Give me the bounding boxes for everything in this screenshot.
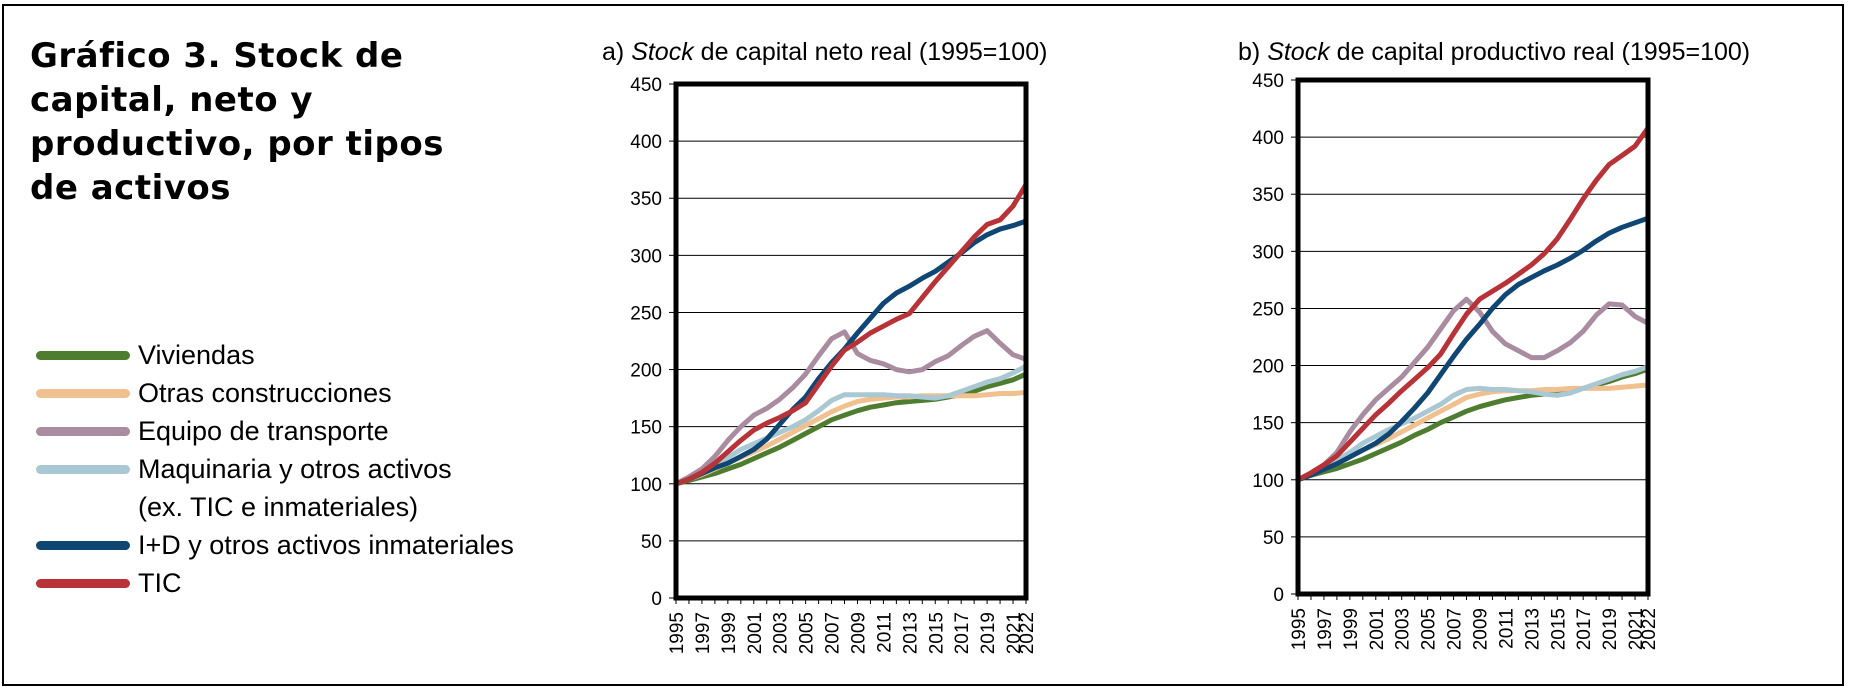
chart-prod-xtick-label: 2015 <box>1548 608 1569 650</box>
legend-item-otras-construcciones: Otras construcciones <box>36 374 606 412</box>
legend-swatch-otras-construcciones <box>36 389 130 398</box>
legend-item-equipo-transporte: Equipo de transporte <box>36 412 606 450</box>
chart-net-ytick-label: 150 <box>630 418 662 439</box>
legend-swatch-id-inmateriales <box>36 541 130 550</box>
chart-prod-xtick-label: 2003 <box>1393 608 1414 650</box>
chart-prod-ytick-label: 300 <box>1252 242 1284 263</box>
chart-net-xtick-label: 2013 <box>900 612 921 654</box>
chart-net-xtick-label: 2015 <box>926 612 947 654</box>
chart-net-ytick-label: 400 <box>630 132 662 153</box>
chart-net-xtick-label: 2007 <box>823 612 844 654</box>
chart-prod-ytick-label: 250 <box>1252 299 1284 320</box>
chart-net-ytick-label: 0 <box>651 589 662 610</box>
chart-prod-xtick-label: 1995 <box>1289 608 1310 650</box>
figure-frame <box>2 4 1844 686</box>
chart-prod-series-tic <box>1295 125 1651 483</box>
legend: Viviendas Otras construcciones Equipo de… <box>36 336 606 602</box>
chart-net-xtick-label: 2001 <box>745 612 766 654</box>
chart-net-xtick-label: 2009 <box>848 612 869 654</box>
chart-prod-title-italic: Stock <box>1267 38 1331 66</box>
chart-prod-ytick-label: 150 <box>1252 414 1284 435</box>
chart-net-xtick-label: 2022 <box>1017 612 1038 654</box>
legend-label-equipo-transporte: Equipo de transporte <box>138 416 389 446</box>
title-line-1: Gráfico 3. Stock de <box>30 36 404 76</box>
chart-prod-ytick-label: 400 <box>1252 128 1284 149</box>
legend-item-tic: TIC <box>36 564 606 602</box>
legend-label-id-inmateriales: I+D y otros activos inmateriales <box>138 530 514 560</box>
chart-prod-title-rest: de capital productivo real (1995=100) <box>1330 38 1750 66</box>
chart-net-ytick-label: 300 <box>630 246 662 267</box>
chart-net-ytick-label: 450 <box>630 75 662 96</box>
chart-prod-xtick-label: 2019 <box>1600 608 1621 650</box>
chart-prod-ytick-label: 450 <box>1252 71 1284 92</box>
chart-net-title: a) Stock de capital neto real (1995=100) <box>602 38 1047 66</box>
legend-item-maquinaria: Maquinaria y otros activos <box>36 450 606 488</box>
chart-net-title-prefix: a) <box>602 38 631 66</box>
chart-prod-series-maquinaria <box>1295 364 1651 483</box>
chart-net-capital: a) Stock de capital neto real (1995=100)… <box>602 38 1047 654</box>
chart-net-xtick-label: 2017 <box>952 612 973 654</box>
legend-label-viviendas: Viviendas <box>138 340 255 370</box>
legend-label-maquinaria: Maquinaria y otros activos <box>138 454 452 484</box>
chart-prod-xtick-label: 2022 <box>1639 608 1660 650</box>
figure-title: Gráfico 3. Stock de capital, neto y prod… <box>30 34 490 210</box>
chart-net-xtick-label: 2011 <box>874 612 895 653</box>
chart-prod-xtick-label: 2013 <box>1522 608 1543 650</box>
chart-prod-xtick-label: 2007 <box>1445 608 1466 650</box>
chart-net-series-tic <box>673 182 1029 487</box>
legend-swatch-maquinaria <box>36 465 130 474</box>
chart-net-title-rest: de capital neto real (1995=100) <box>694 38 1048 66</box>
chart-prod-ytick-label: 350 <box>1252 185 1284 206</box>
chart-prod-xtick-label: 2001 <box>1367 608 1388 650</box>
chart-productive-capital: b) Stock de capital productivo real (199… <box>1238 38 1750 650</box>
chart-prod-ytick-label: 200 <box>1252 357 1284 378</box>
chart-net-ytick-label: 200 <box>630 361 662 382</box>
legend-swatch-tic <box>36 579 130 588</box>
legend-item-id-inmateriales: I+D y otros activos inmateriales <box>36 526 606 564</box>
chart-net-xtick-label: 2021 <box>1004 612 1025 654</box>
chart-prod-plot-frame <box>1295 77 1651 597</box>
chart-prod-xtick-label: 1999 <box>1341 608 1362 650</box>
title-line-4: de activos <box>30 168 231 208</box>
legend-item-viviendas: Viviendas <box>36 336 606 374</box>
chart-net-series-viviendas <box>673 371 1029 487</box>
chart-net-xtick-label: 2003 <box>771 612 792 654</box>
chart-net-ytick-label: 50 <box>641 532 662 553</box>
chart-prod-series-id-inmateriales <box>1295 215 1651 483</box>
chart-net-ytick-label: 350 <box>630 189 662 210</box>
chart-net-xtick-label: 1997 <box>693 612 714 654</box>
chart-prod-xtick-label: 1997 <box>1315 608 1336 650</box>
title-line-3: productivo, por tipos <box>30 124 444 164</box>
chart-prod-title-prefix: b) <box>1238 38 1267 66</box>
chart-prod-xtick-label: 2005 <box>1419 608 1440 650</box>
legend-label-maquinaria-sub: (ex. TIC e inmateriales) <box>138 492 419 522</box>
chart-net-xtick-label: 2005 <box>797 612 818 654</box>
chart-net-ytick-label: 250 <box>630 303 662 324</box>
legend-swatch-viviendas <box>36 351 130 360</box>
chart-net-xtick-label: 2019 <box>978 612 999 654</box>
legend-label-otras-construcciones: Otras construcciones <box>138 378 392 408</box>
chart-net-ytick-label: 100 <box>630 475 662 496</box>
chart-prod-ytick-label: 100 <box>1252 471 1284 492</box>
chart-prod-ytick-label: 0 <box>1273 585 1284 606</box>
chart-prod-xtick-label: 2021 <box>1626 608 1647 650</box>
chart-prod-ytick-label: 50 <box>1263 528 1284 549</box>
chart-prod-xtick-label: 2011 <box>1496 608 1517 649</box>
chart-prod-title: b) Stock de capital productivo real (199… <box>1238 38 1750 66</box>
chart-net-title-italic: Stock <box>631 38 695 66</box>
chart-prod-xtick-label: 2017 <box>1574 608 1595 650</box>
legend-label-tic: TIC <box>138 568 182 598</box>
chart-prod-xtick-label: 2009 <box>1470 608 1491 650</box>
chart-net-series-id-inmateriales <box>673 218 1029 487</box>
chart-net-xtick-label: 1999 <box>719 612 740 654</box>
chart-net-plot-frame <box>673 81 1029 601</box>
title-line-2: capital, neto y <box>30 80 314 120</box>
chart-net-xtick-label: 1995 <box>667 612 688 654</box>
legend-swatch-equipo-transporte <box>36 427 130 436</box>
chart-net-series-maquinaria <box>673 363 1029 487</box>
